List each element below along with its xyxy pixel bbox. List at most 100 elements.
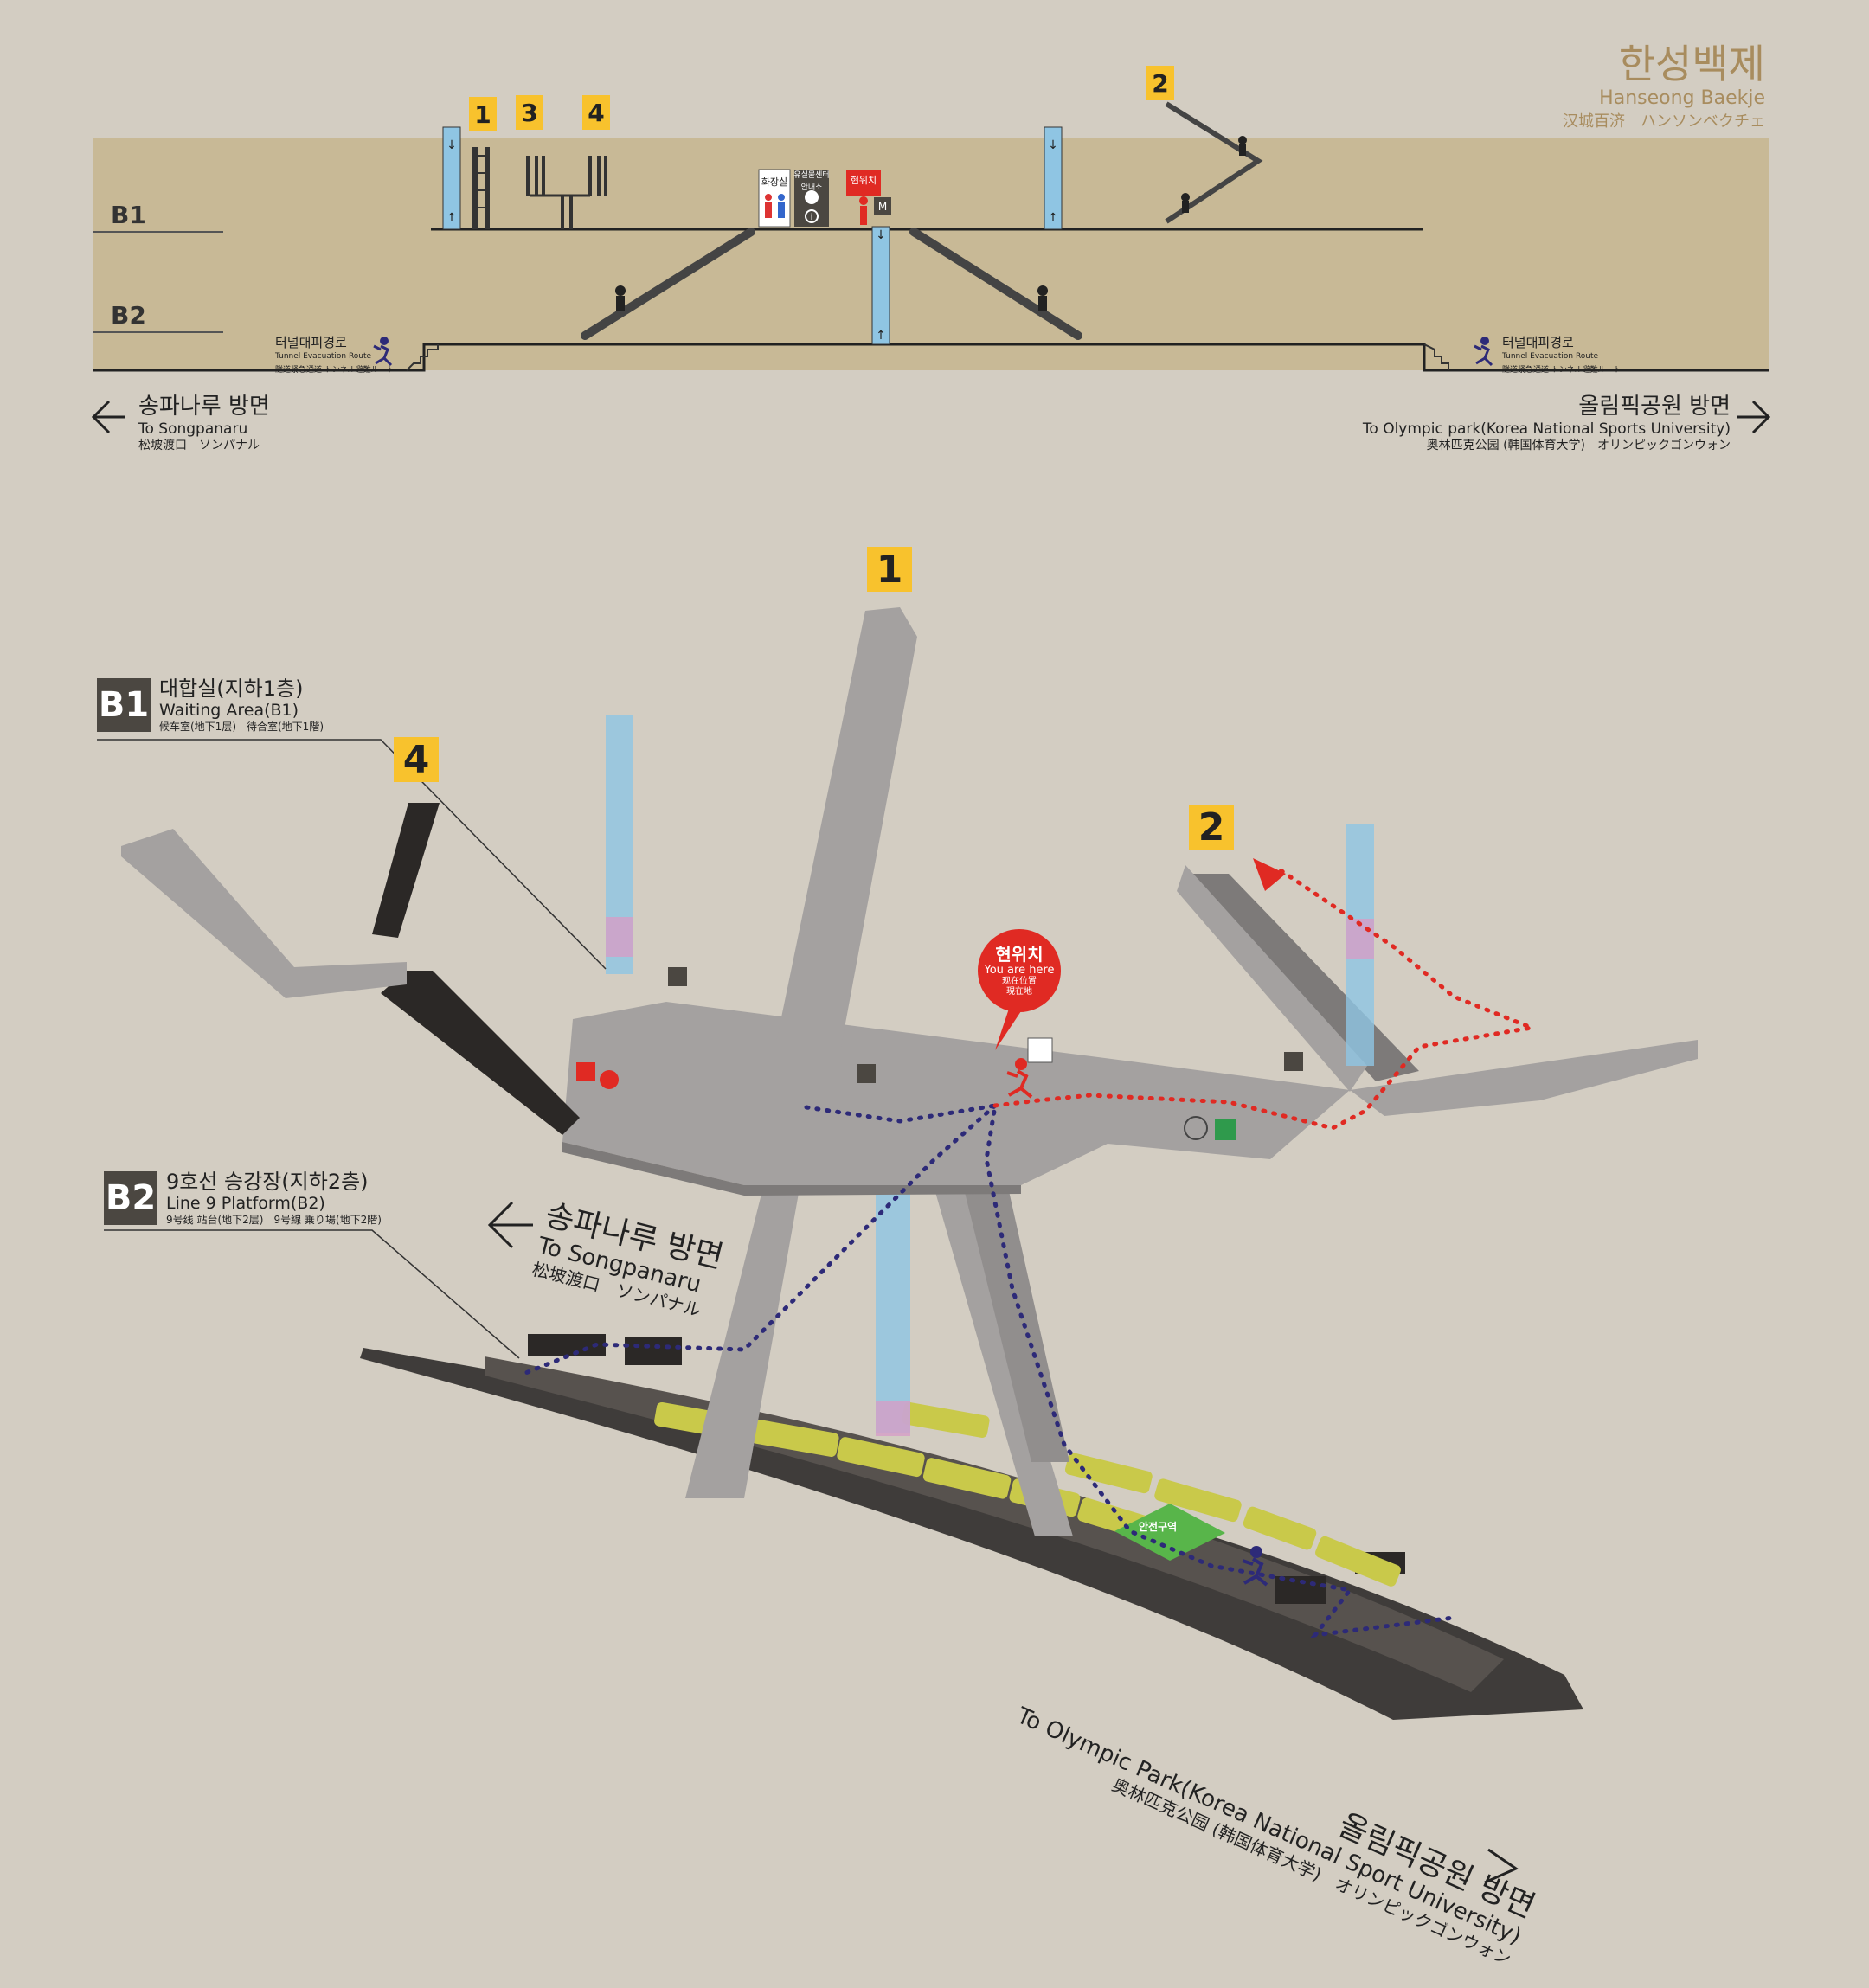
station-name-ko: 한성백제 bbox=[1618, 41, 1765, 87]
restroom-label: 화장실 bbox=[761, 176, 788, 188]
exit1-escalator bbox=[472, 147, 490, 229]
section-dir-left-cj: 松坡渡口 ソンパナル bbox=[138, 439, 260, 452]
evac-stairs-left bbox=[406, 344, 439, 371]
evac-runner-right-icon bbox=[1474, 337, 1493, 367]
evac-route-blue-left bbox=[517, 1103, 998, 1378]
svg-text:M: M bbox=[878, 201, 887, 213]
safe-zone-area bbox=[1114, 1504, 1225, 1561]
here-ko: 현위치 bbox=[995, 943, 1044, 965]
elevator-right-up-arrow: ↑ bbox=[1048, 211, 1058, 225]
train-upper bbox=[902, 1401, 1401, 1587]
iso-arrow-left-icon bbox=[487, 1201, 533, 1249]
evac-right-text: 터널대피경로 Tunnel Evacuation Route 隧道紧急通道 トン… bbox=[1502, 336, 1622, 377]
b1-area-label: B1 대합실(지하1층) Waiting Area(B1) 候车室(地下1层) … bbox=[97, 677, 324, 734]
escalator-b1-b2-right bbox=[909, 228, 1082, 340]
evac-left-en: Tunnel Evacuation Route bbox=[275, 352, 372, 361]
b1-concourse bbox=[562, 1002, 1350, 1185]
you-are-here-icon bbox=[846, 170, 881, 225]
pillar-left bbox=[685, 1159, 805, 1498]
section-dir-left-ko: 송파나루 방면 bbox=[138, 394, 270, 420]
exit2-escalator-side bbox=[1177, 865, 1367, 1092]
iso-aed-icon bbox=[1215, 1119, 1236, 1140]
elevator-iso-center-door bbox=[876, 1401, 910, 1436]
evac-left-cj: 隧道紧急通道 トンネル避難ルート bbox=[275, 366, 395, 375]
you-are-here-bubble: 현위치 You are here 现在位置 現在地 bbox=[978, 929, 1061, 1012]
station-name-cjk: 汉城百济 ハンソンベクチェ bbox=[1563, 112, 1765, 131]
b2-area-cj: 9号线 站台(地下2层) 9号線 乗り場(地下2階) bbox=[166, 1214, 382, 1226]
elevator-left bbox=[442, 126, 461, 230]
iso-exit-2: 2 bbox=[1189, 805, 1234, 850]
evac-right-cj: 隧道紧急通道 トンネル避難ルート bbox=[1502, 366, 1622, 375]
b1-area-en: Waiting Area(B1) bbox=[159, 701, 299, 720]
station-title: 한성백제 Hanseong Baekje 汉城百济 ハンソンベクチェ bbox=[1563, 42, 1765, 133]
station-name-en: Hanseong Baekje bbox=[1599, 87, 1765, 109]
iso-fire-hydrant-icon bbox=[600, 1070, 619, 1089]
evac-runner-left-icon bbox=[373, 337, 393, 367]
elevator-right bbox=[1044, 126, 1063, 230]
section-exit-2: 2 bbox=[1146, 66, 1174, 100]
iso-arrow-right-icon bbox=[1484, 1848, 1519, 1884]
evac-route-blue bbox=[804, 1102, 1456, 1638]
exit3-4-stairs bbox=[526, 156, 607, 229]
evac-right-ko: 터널대피경로 bbox=[1502, 335, 1574, 350]
iso-restroom-icon bbox=[1027, 1037, 1053, 1063]
here-en: You are here bbox=[984, 963, 1055, 977]
b1-area-ko: 대합실(지하1층) bbox=[159, 677, 304, 701]
here-cj1: 现在位置 bbox=[1002, 976, 1037, 986]
b1-leader-line bbox=[97, 739, 607, 970]
evac-left-ko: 터널대피경로 bbox=[275, 335, 347, 350]
arrow-left-icon bbox=[91, 400, 125, 434]
section-dir-left: 송파나루 방면 To Songpanaru 松坡渡口 ソンパナル bbox=[138, 393, 270, 453]
stair-down-b2 bbox=[959, 1168, 1069, 1462]
safe-zone-label: 안전구역 bbox=[1139, 1521, 1178, 1533]
ground-band bbox=[93, 138, 1769, 370]
section-diagram: ↓ ↑ ↓ ↑ ↓ ↑ bbox=[91, 101, 1771, 434]
section-exit-1: 1 bbox=[469, 97, 497, 131]
iso-evac-runner-icon bbox=[1242, 1546, 1268, 1587]
exit2-escalator-iso bbox=[1187, 874, 1419, 1081]
b2-area-label: B2 9호선 승강장(지하2층) Line 9 Platform(B2) 9号线… bbox=[104, 1170, 382, 1227]
b2-area-ko: 9호선 승강장(지하2층) bbox=[166, 1170, 369, 1194]
iso-elevator-icon bbox=[668, 967, 687, 986]
svg-text:i: i bbox=[811, 213, 813, 222]
elevator-center bbox=[871, 226, 890, 345]
iso-exit-4: 4 bbox=[394, 737, 439, 782]
b1-right-wing bbox=[1350, 1040, 1698, 1116]
restroom-icon bbox=[758, 169, 791, 228]
here-cj2: 現在地 bbox=[1006, 986, 1032, 997]
evac-right-en: Tunnel Evacuation Route bbox=[1502, 352, 1599, 361]
section-dir-right-cj: 奥林匹克公园 (韩国体育大学) オリンピックゴンウォン bbox=[1426, 439, 1731, 452]
b1-badge: B1 bbox=[97, 678, 151, 732]
iso-fire-extinguisher-icon bbox=[576, 1062, 595, 1081]
exit4-stair-upper bbox=[372, 803, 440, 938]
section-dir-right-en: To Olympic park(Korea National Sports Un… bbox=[1362, 420, 1731, 438]
section-exit-3: 3 bbox=[516, 95, 543, 130]
b1-concourse-edge bbox=[562, 1142, 1021, 1196]
elevator-center-down-arrow: ↓ bbox=[876, 228, 886, 242]
route-to-exit2 bbox=[992, 868, 1540, 1131]
iso-lost-found-icon bbox=[857, 1064, 876, 1083]
section-dir-right: 올림픽공원 방면 To Olympic park(Korea National … bbox=[1363, 393, 1731, 453]
section-floor-b2: B2 bbox=[111, 301, 146, 330]
b2-leader-line bbox=[104, 1229, 520, 1359]
route-arrow-head bbox=[1253, 858, 1286, 891]
iso-you-are-here-runner bbox=[1006, 1058, 1033, 1099]
left-escalator-arm bbox=[121, 829, 407, 998]
iso-diagram bbox=[97, 607, 1698, 1884]
elevator-right-down-arrow: ↓ bbox=[1048, 138, 1058, 152]
iso-info-icon bbox=[1184, 1116, 1208, 1140]
platform-block-2 bbox=[625, 1337, 682, 1365]
section-dir-left-en: To Songpanaru bbox=[138, 420, 248, 438]
elevator-iso-left-door bbox=[606, 917, 633, 957]
b2-area-en: Line 9 Platform(B2) bbox=[166, 1194, 325, 1213]
section-exit-4: 4 bbox=[582, 95, 610, 130]
escalator-b1-b2-left bbox=[581, 228, 755, 340]
elevator-left-down-arrow: ↓ bbox=[446, 138, 457, 152]
here-bubble-pointer bbox=[995, 1004, 1026, 1050]
iso-exit-1: 1 bbox=[867, 547, 912, 592]
info-icon: i bbox=[794, 170, 829, 227]
b2-badge: B2 bbox=[104, 1171, 157, 1225]
info-label: 안내소 bbox=[800, 183, 823, 192]
exit2-escalator bbox=[1165, 101, 1263, 224]
here-label-small: 현위치 bbox=[850, 175, 877, 186]
